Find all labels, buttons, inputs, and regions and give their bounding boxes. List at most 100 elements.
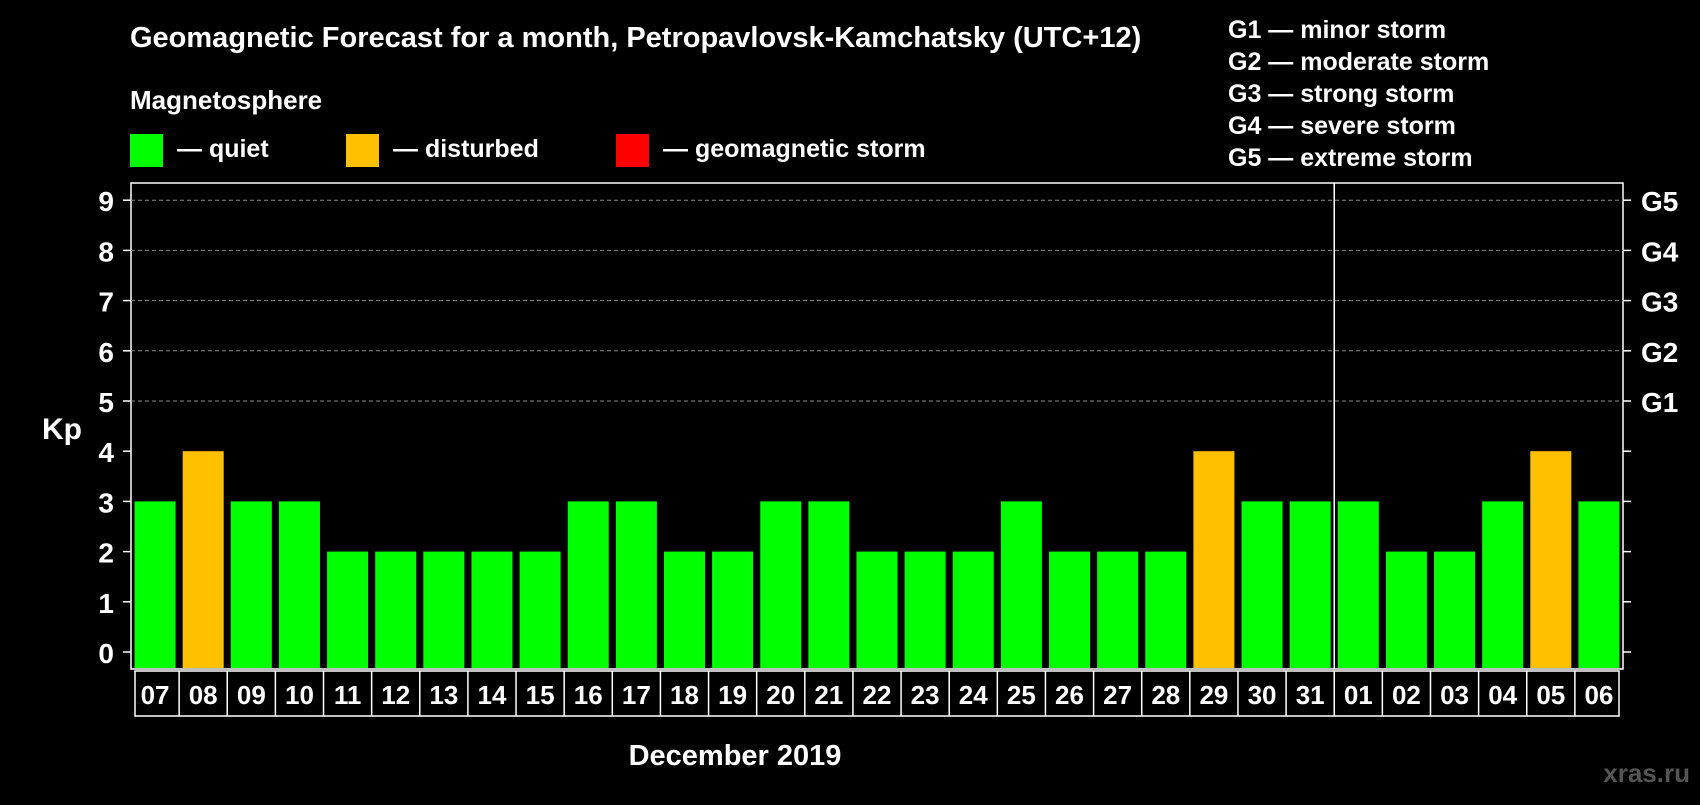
bar-28: [1145, 551, 1187, 668]
bar-25: [1000, 501, 1042, 668]
storm-level-label: G3: [1641, 287, 1678, 318]
x-tick-label: 11: [334, 680, 362, 710]
bar-23: [904, 551, 946, 668]
bar-26: [1049, 551, 1091, 668]
x-tick-label: 22: [863, 680, 892, 710]
x-tick-label: 13: [429, 680, 458, 710]
bar-10: [278, 501, 320, 668]
y-tick-label: 9: [98, 186, 114, 217]
storm-legend-g1: G1 — minor storm: [1228, 16, 1446, 44]
bar-13: [423, 551, 465, 668]
x-tick-label: 03: [1440, 680, 1469, 710]
legend-label-disturbed: — disturbed: [393, 135, 539, 163]
bar-17: [615, 501, 657, 668]
x-tick-label: 27: [1103, 680, 1132, 710]
bar-03: [1434, 551, 1476, 668]
bar-06: [1578, 501, 1620, 668]
x-tick-label: 23: [911, 680, 940, 710]
x-tick-label: 12: [381, 680, 410, 710]
x-tick-label: 09: [237, 680, 266, 710]
legend-label-quiet: — quiet: [177, 135, 269, 163]
bar-09: [230, 501, 272, 668]
axis-ticks: 0 1 2 3 4 5 G1 6 G2 7 G3 8 G4 9 G5: [98, 186, 1678, 669]
y-tick-label: 1: [98, 588, 114, 619]
x-label-box: [134, 670, 1620, 717]
x-tick-label: 08: [189, 680, 218, 710]
chart-title: Geomagnetic Forecast for a month, Petrop…: [130, 22, 1141, 54]
bar-24: [952, 551, 994, 668]
legend-swatch-storm: [616, 134, 649, 167]
bar-18: [663, 551, 705, 668]
y-tick-label: 5: [98, 387, 114, 418]
bar-31: [1289, 501, 1331, 668]
legend-heading: Magnetosphere: [130, 85, 322, 115]
x-tick-label: 25: [1007, 680, 1036, 710]
storm-legend-g3: G3 — strong storm: [1228, 80, 1454, 108]
bar-12: [375, 551, 417, 668]
x-tick-label: 31: [1296, 680, 1325, 710]
x-tick-label: 17: [622, 680, 651, 710]
x-tick-label: 29: [1199, 680, 1228, 710]
bar-05: [1530, 451, 1572, 668]
x-tick-label: 28: [1151, 680, 1180, 710]
y-tick-label: 4: [98, 437, 114, 468]
bar-04: [1482, 501, 1524, 668]
bar-01: [1337, 501, 1379, 668]
x-tick-label: 10: [285, 680, 314, 710]
storm-level-label: G4: [1641, 236, 1679, 267]
watermark: xras.ru: [1603, 758, 1690, 788]
bar-29: [1193, 451, 1235, 668]
bar-14: [471, 551, 513, 668]
y-tick-label: 8: [98, 236, 114, 267]
legend-swatch-disturbed: [346, 134, 379, 167]
y-tick-label: 3: [98, 487, 114, 518]
bar-21: [808, 501, 850, 668]
bar-20: [760, 501, 802, 668]
bar-30: [1241, 501, 1283, 668]
x-tick-label: 21: [814, 680, 843, 710]
bar-02: [1385, 551, 1427, 668]
legend-label-storm: — geomagnetic storm: [663, 135, 926, 163]
x-tick-label: 20: [766, 680, 795, 710]
bar-07: [134, 501, 176, 668]
plot-frame: [130, 182, 1624, 670]
y-axis-label: Kp: [42, 413, 82, 446]
storm-level-label: G1: [1641, 387, 1678, 418]
bar-22: [856, 551, 898, 668]
x-tick-label: 26: [1055, 680, 1084, 710]
bars: [134, 183, 1620, 669]
x-tick-labels: 07 08 09 10 11 12 13 14 15 16 17 18 19 20 21 22 23 24 25 26…: [134, 670, 1620, 717]
x-tick-label: 02: [1392, 680, 1421, 710]
bar-08: [182, 451, 224, 668]
x-tick-label: 06: [1584, 680, 1613, 710]
storm-level-label: G5: [1641, 186, 1678, 217]
y-tick-label: 2: [98, 538, 114, 569]
bar-19: [712, 551, 754, 668]
bar-27: [1097, 551, 1139, 668]
y-tick-label: 7: [98, 287, 114, 318]
bar-15: [519, 551, 561, 668]
x-tick-label: 05: [1536, 680, 1565, 710]
grid-lines: [131, 199, 1623, 402]
bar-11: [327, 551, 369, 668]
x-tick-label: 19: [718, 680, 747, 710]
legend-swatch-quiet: [130, 134, 163, 167]
bar-16: [567, 501, 609, 668]
x-tick-label: 30: [1248, 680, 1277, 710]
y-tick-label: 0: [98, 638, 114, 669]
x-tick-label: 18: [670, 680, 699, 710]
x-axis-label: December 2019: [629, 740, 842, 772]
x-tick-label: 04: [1488, 680, 1517, 710]
storm-level-label: G2: [1641, 337, 1678, 368]
x-tick-label: 16: [574, 680, 603, 710]
x-tick-label: 15: [526, 680, 555, 710]
y-tick-label: 6: [98, 337, 114, 368]
storm-legend-g2: G2 — moderate storm: [1228, 48, 1489, 76]
x-tick-label: 24: [959, 680, 988, 710]
x-tick-label: 14: [478, 680, 507, 710]
storm-legend-g5: G5 — extreme storm: [1228, 144, 1473, 172]
x-tick-label: 07: [141, 680, 170, 710]
x-tick-label: 01: [1344, 680, 1373, 710]
storm-legend-g4: G4 — severe storm: [1228, 112, 1456, 140]
